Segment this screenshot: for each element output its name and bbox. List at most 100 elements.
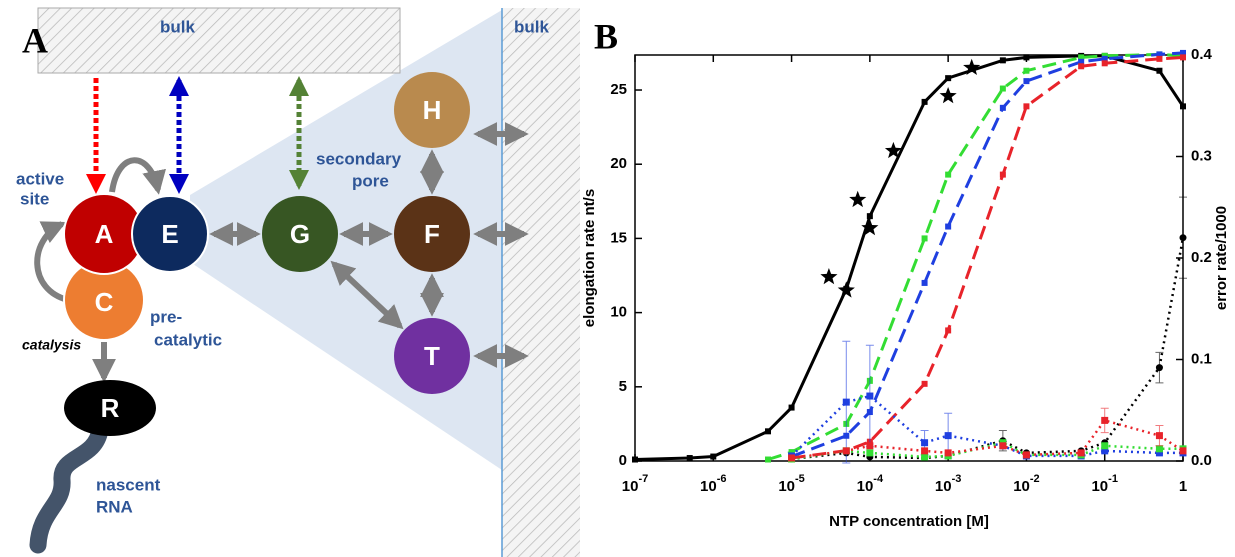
x-tick-exponent: -3 — [952, 473, 962, 485]
series-line — [791, 55, 1184, 460]
point — [999, 442, 1007, 450]
point — [866, 442, 874, 450]
x-tick-label: 10-1 — [1091, 473, 1117, 495]
point — [945, 75, 952, 82]
point — [944, 449, 952, 457]
annotation: pre- — [150, 307, 182, 326]
x-tick-exponent: -2 — [1030, 473, 1040, 485]
point — [765, 456, 772, 463]
point — [921, 453, 929, 461]
y2-tick-label: 0.2 — [1191, 249, 1212, 266]
x-tick-label: 10-7 — [622, 473, 648, 495]
point — [945, 171, 952, 178]
y-tick-label: 25 — [610, 81, 627, 98]
annotation: active — [16, 169, 64, 188]
point — [632, 456, 638, 463]
point — [866, 449, 874, 457]
point — [1180, 49, 1186, 56]
annotation: catalytic — [154, 330, 222, 349]
annotation: pore — [352, 171, 389, 190]
y-tick-label: 5 — [619, 378, 627, 395]
point — [999, 85, 1006, 92]
point — [866, 213, 873, 220]
node-label: H — [423, 95, 442, 125]
annotation: secondary — [316, 149, 402, 168]
point — [963, 58, 981, 75]
point — [1155, 364, 1163, 372]
annotation: RNA — [96, 497, 133, 516]
point — [921, 235, 928, 242]
node-g — [262, 196, 338, 272]
y2-axis-label: error rate/1000 — [1213, 206, 1230, 310]
x-tick-exponent: -5 — [795, 473, 805, 485]
arrow — [34, 221, 69, 303]
point — [765, 428, 772, 435]
node-label: T — [424, 341, 440, 371]
x-axis-label: NTP concentration [M] — [829, 513, 989, 530]
arrow — [330, 260, 404, 330]
series-line — [790, 394, 1183, 458]
panel-a: A bulk bulk A E C G — [16, 7, 580, 557]
node-r — [64, 380, 156, 436]
x-tick-base: 10 — [622, 478, 639, 495]
point — [861, 219, 879, 236]
x-tick-label: 10-6 — [700, 473, 726, 495]
point — [710, 453, 717, 460]
y-axis-label: elongation rate nt/s — [581, 189, 598, 327]
y2-tick-label: 0.4 — [1191, 46, 1213, 63]
y2-tick-label: 0.3 — [1191, 147, 1212, 164]
point — [1179, 447, 1187, 455]
point — [1180, 103, 1186, 110]
arrow — [109, 157, 166, 195]
point — [842, 398, 850, 406]
bulk-label: bulk — [514, 17, 549, 36]
y-tick-label: 15 — [610, 229, 627, 246]
point — [999, 171, 1006, 178]
point — [1077, 449, 1085, 457]
bulk-strip — [502, 8, 580, 557]
node-f — [394, 196, 470, 272]
x-tick-exponent: -7 — [638, 473, 648, 485]
point — [1078, 63, 1085, 70]
point — [939, 87, 957, 104]
point — [837, 281, 855, 298]
x-tick-label: 1 — [1179, 478, 1187, 495]
series-line — [791, 418, 1184, 460]
panel-b: B NTP concentration [M] elongation rate … — [581, 16, 1230, 530]
node-label: G — [290, 219, 310, 249]
series-line — [791, 441, 1183, 461]
point — [921, 98, 928, 105]
point — [1101, 416, 1109, 424]
bulk-label: bulk — [160, 17, 195, 36]
point — [1156, 51, 1163, 58]
x-tick-label: 10-3 — [935, 473, 961, 495]
point — [1156, 67, 1163, 74]
point — [866, 392, 874, 400]
y-tick-label: 0 — [619, 452, 627, 469]
point — [945, 223, 952, 230]
series-line — [791, 237, 1185, 461]
x-tick-base: 10 — [700, 478, 717, 495]
point — [921, 279, 928, 286]
node-label: A — [95, 219, 114, 249]
bulk-box — [37, 7, 401, 74]
y-tick-label: 20 — [610, 155, 627, 172]
node-label: R — [101, 393, 120, 423]
y2-tick-label: 0.1 — [1191, 350, 1212, 367]
x-tick-base: 10 — [1013, 478, 1030, 495]
x-tick-label: 10-2 — [1013, 473, 1039, 495]
point — [820, 268, 838, 285]
point — [1101, 60, 1108, 67]
point — [1022, 451, 1030, 459]
point — [999, 57, 1006, 64]
node-t — [394, 318, 470, 394]
point — [842, 447, 850, 455]
point — [788, 454, 796, 462]
node-h — [394, 72, 470, 148]
point — [999, 104, 1006, 111]
point — [921, 380, 928, 387]
y-tick-label: 10 — [610, 304, 627, 321]
annotation: nascent — [96, 475, 161, 494]
panel-label: A — [22, 20, 48, 60]
